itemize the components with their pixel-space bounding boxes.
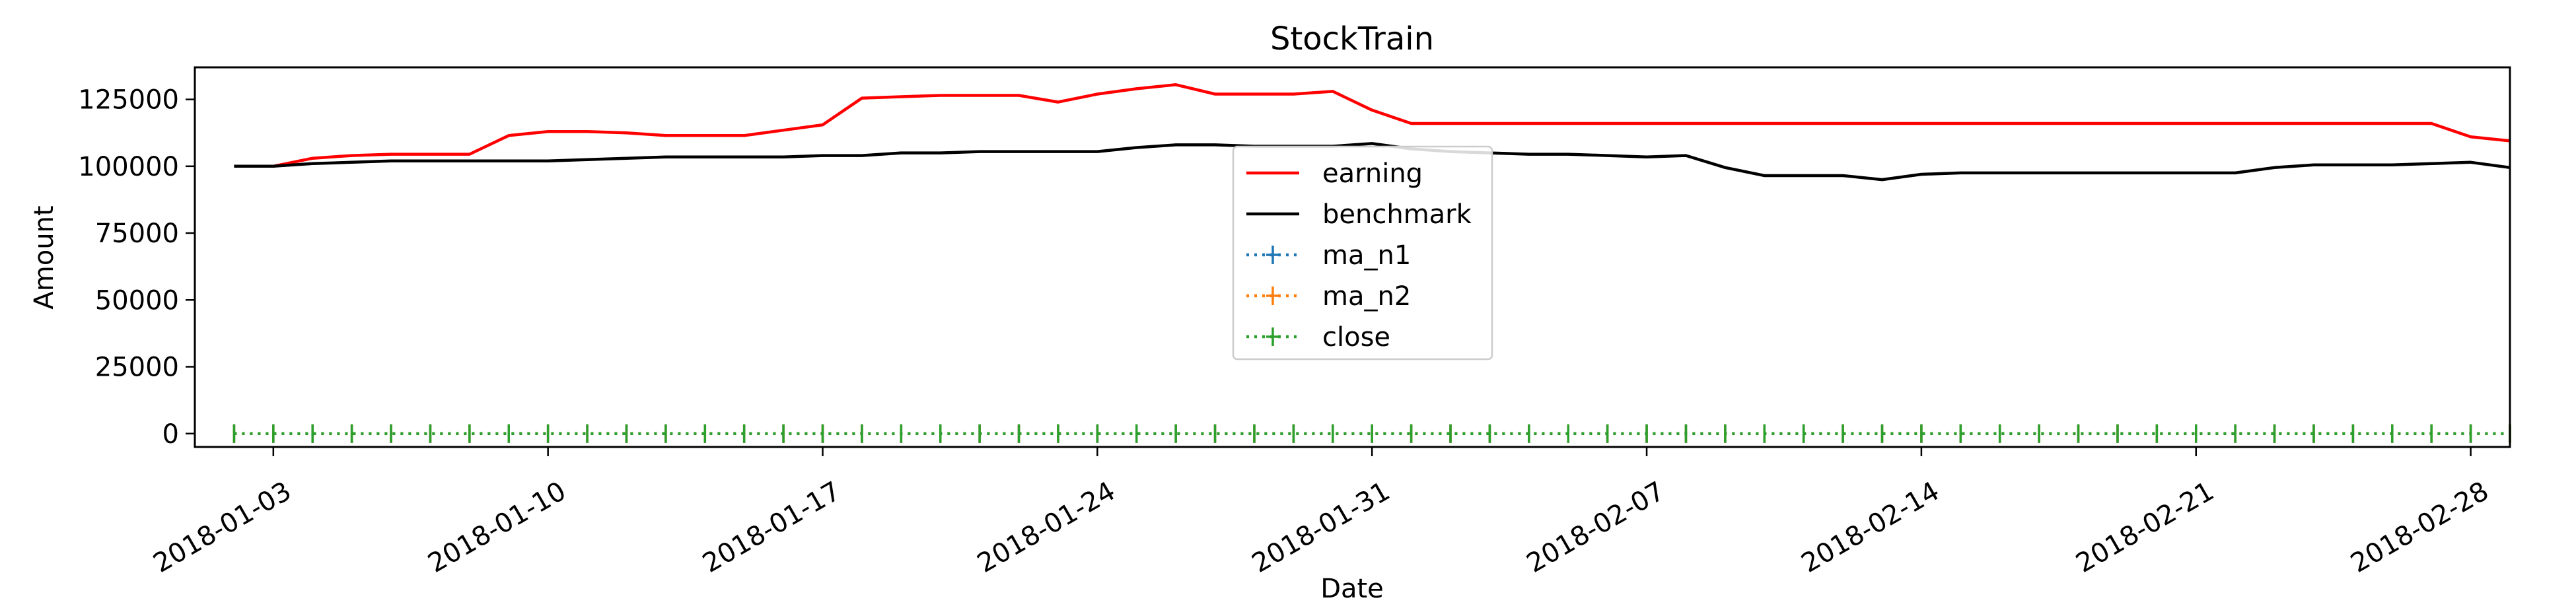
plot-area: [233, 83, 2511, 443]
series-line-benchmark: [234, 142, 2511, 182]
legend-item-ma_n2: ma_n2: [1246, 281, 1411, 312]
chart-title: StockTrain: [1270, 20, 1434, 57]
y-tick-label: 25000: [95, 353, 179, 383]
legend-label: ma_n1: [1322, 240, 1411, 271]
axes-frame: [194, 66, 2511, 448]
legend-label: earning: [1322, 158, 1423, 189]
series-earning: [234, 83, 2511, 168]
legend-item-ma_n1: ma_n1: [1246, 240, 1411, 271]
y-tick-label: 75000: [95, 219, 179, 249]
y-tick-label: 100000: [78, 152, 179, 182]
legend-item-benchmark: benchmark: [1246, 199, 1472, 230]
y-axis: 0 25000 50000 75000 100000 125000: [78, 85, 195, 450]
y-tick-label: 125000: [78, 85, 179, 116]
legend-item-earning: earning: [1246, 158, 1423, 189]
series-benchmark: [234, 142, 2511, 182]
legend-label: benchmark: [1322, 199, 1472, 230]
legend-item-close: close: [1246, 322, 1390, 353]
series-line-earning: [234, 83, 2511, 168]
series-close: [233, 424, 2511, 443]
y-tick-label: 0: [162, 419, 179, 450]
y-axis-label: Amount: [29, 205, 59, 309]
x-axis-label: Date: [1320, 574, 1384, 604]
y-tick-label: 50000: [95, 285, 179, 316]
legend-box: [1232, 145, 1493, 360]
legend-label: close: [1322, 322, 1390, 353]
legend-label: ma_n2: [1322, 281, 1411, 312]
